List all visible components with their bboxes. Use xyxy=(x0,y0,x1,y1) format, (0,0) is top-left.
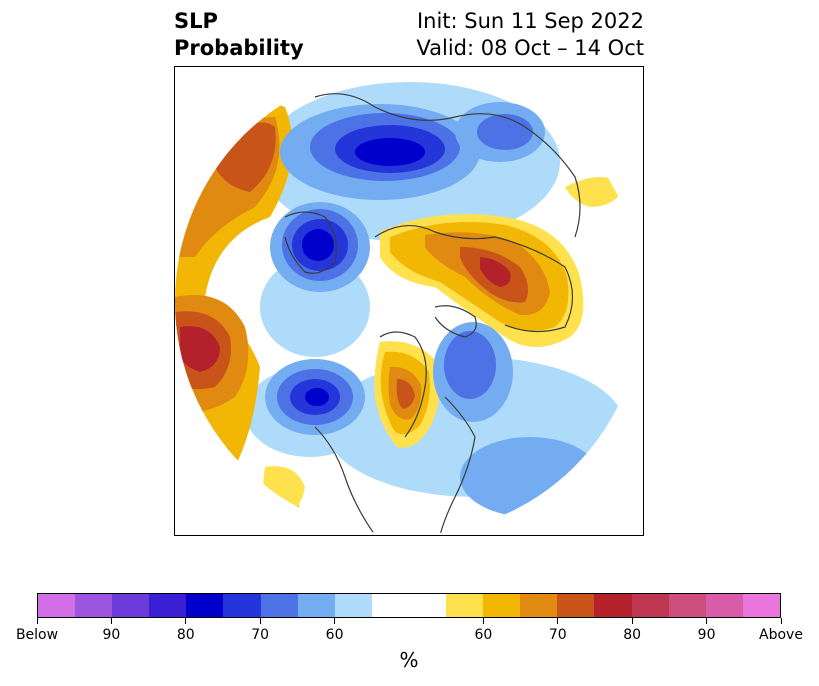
colorbar-swatch xyxy=(38,594,76,617)
colorbar-swatch xyxy=(631,594,669,617)
alaska-below-75 xyxy=(302,229,334,261)
title-variable: SLP xyxy=(174,9,218,33)
colorbar-swatch xyxy=(112,594,150,617)
colorbar-swatch xyxy=(520,594,558,617)
colorbar-swatch xyxy=(594,594,632,617)
colorbar-tick xyxy=(631,618,633,624)
colorbar-swatch xyxy=(557,594,595,617)
canada-above-70 xyxy=(396,379,415,409)
colorbar-tick-label: 90 xyxy=(102,627,121,643)
colorbar-tick xyxy=(557,618,559,624)
colorbar-swatch xyxy=(149,594,187,617)
title-metric: Probability xyxy=(174,36,304,60)
colorbar-tick xyxy=(259,618,261,624)
north-asia-coast xyxy=(314,93,581,238)
colorbar-swatch xyxy=(297,594,335,617)
init-date: Init: Sun 11 Sep 2022 xyxy=(416,9,644,33)
europe-coast xyxy=(374,224,574,333)
colorbar-swatch xyxy=(668,594,706,617)
colorbar-tick xyxy=(185,618,187,624)
colorbar-tick-label: 70 xyxy=(251,627,270,643)
probability-map xyxy=(174,66,644,536)
kamchatka-below-65 xyxy=(477,114,533,150)
colorbar-tick xyxy=(706,618,708,624)
pacific-below-75 xyxy=(305,388,329,406)
east-north-america-coast xyxy=(439,396,476,535)
colorbar-swatch xyxy=(446,594,484,617)
map-dates: Init: Sun 11 Sep 2022 Valid: 08 Oct – 14… xyxy=(416,8,644,62)
colorbar-tick-label: 60 xyxy=(325,627,344,643)
colorbar-tick-label: Below xyxy=(15,627,59,643)
colorbar-unit: % xyxy=(399,648,419,672)
probability-field xyxy=(175,67,643,535)
map-title: SLP Probability xyxy=(174,8,304,62)
colorbar-swatch xyxy=(408,594,447,617)
colorbar-swatch xyxy=(334,594,372,617)
map-svg xyxy=(175,67,643,535)
colorbar-tick-label: 60 xyxy=(474,627,493,643)
eurasia-above-region xyxy=(380,177,625,347)
coastlines xyxy=(284,93,581,535)
atlantic-below-60 xyxy=(460,437,600,517)
colorbar-tick xyxy=(36,618,38,624)
alaska-coast xyxy=(284,211,337,274)
eurasia-above-75 xyxy=(480,257,511,287)
colorbar-swatch xyxy=(260,594,298,617)
colorbar-swatch xyxy=(742,594,780,617)
valid-range: Valid: 08 Oct – 14 Oct xyxy=(416,36,644,60)
colorbar xyxy=(37,593,781,618)
colorbar-tick-label: 70 xyxy=(548,627,567,643)
colorbar-tick-label: Above xyxy=(759,627,803,643)
colorbar-tick xyxy=(110,618,112,624)
colorbar-tick-label: 80 xyxy=(176,627,195,643)
colorbar-tick-label: 80 xyxy=(623,627,642,643)
colorbar-swatch xyxy=(223,594,261,617)
siberia-below-75 xyxy=(355,138,425,166)
colorbar-swatch xyxy=(483,594,521,617)
west-north-america-coast xyxy=(314,426,376,535)
colorbar-swatch xyxy=(371,594,409,617)
colorbar-swatch xyxy=(75,594,113,617)
colorbar-swatch xyxy=(705,594,743,617)
colorbar-tick xyxy=(780,618,782,624)
below-regions xyxy=(265,102,600,517)
labrador-below-65 xyxy=(444,331,496,399)
hudson-coast xyxy=(379,331,427,438)
colorbar-swatch xyxy=(186,594,224,617)
colorbar-tick xyxy=(482,618,484,624)
colorbar-tick-label: 90 xyxy=(697,627,716,643)
greenland-coast xyxy=(434,305,477,338)
atlantic-west-above-75 xyxy=(180,326,220,372)
colorbar-tick xyxy=(334,618,336,624)
